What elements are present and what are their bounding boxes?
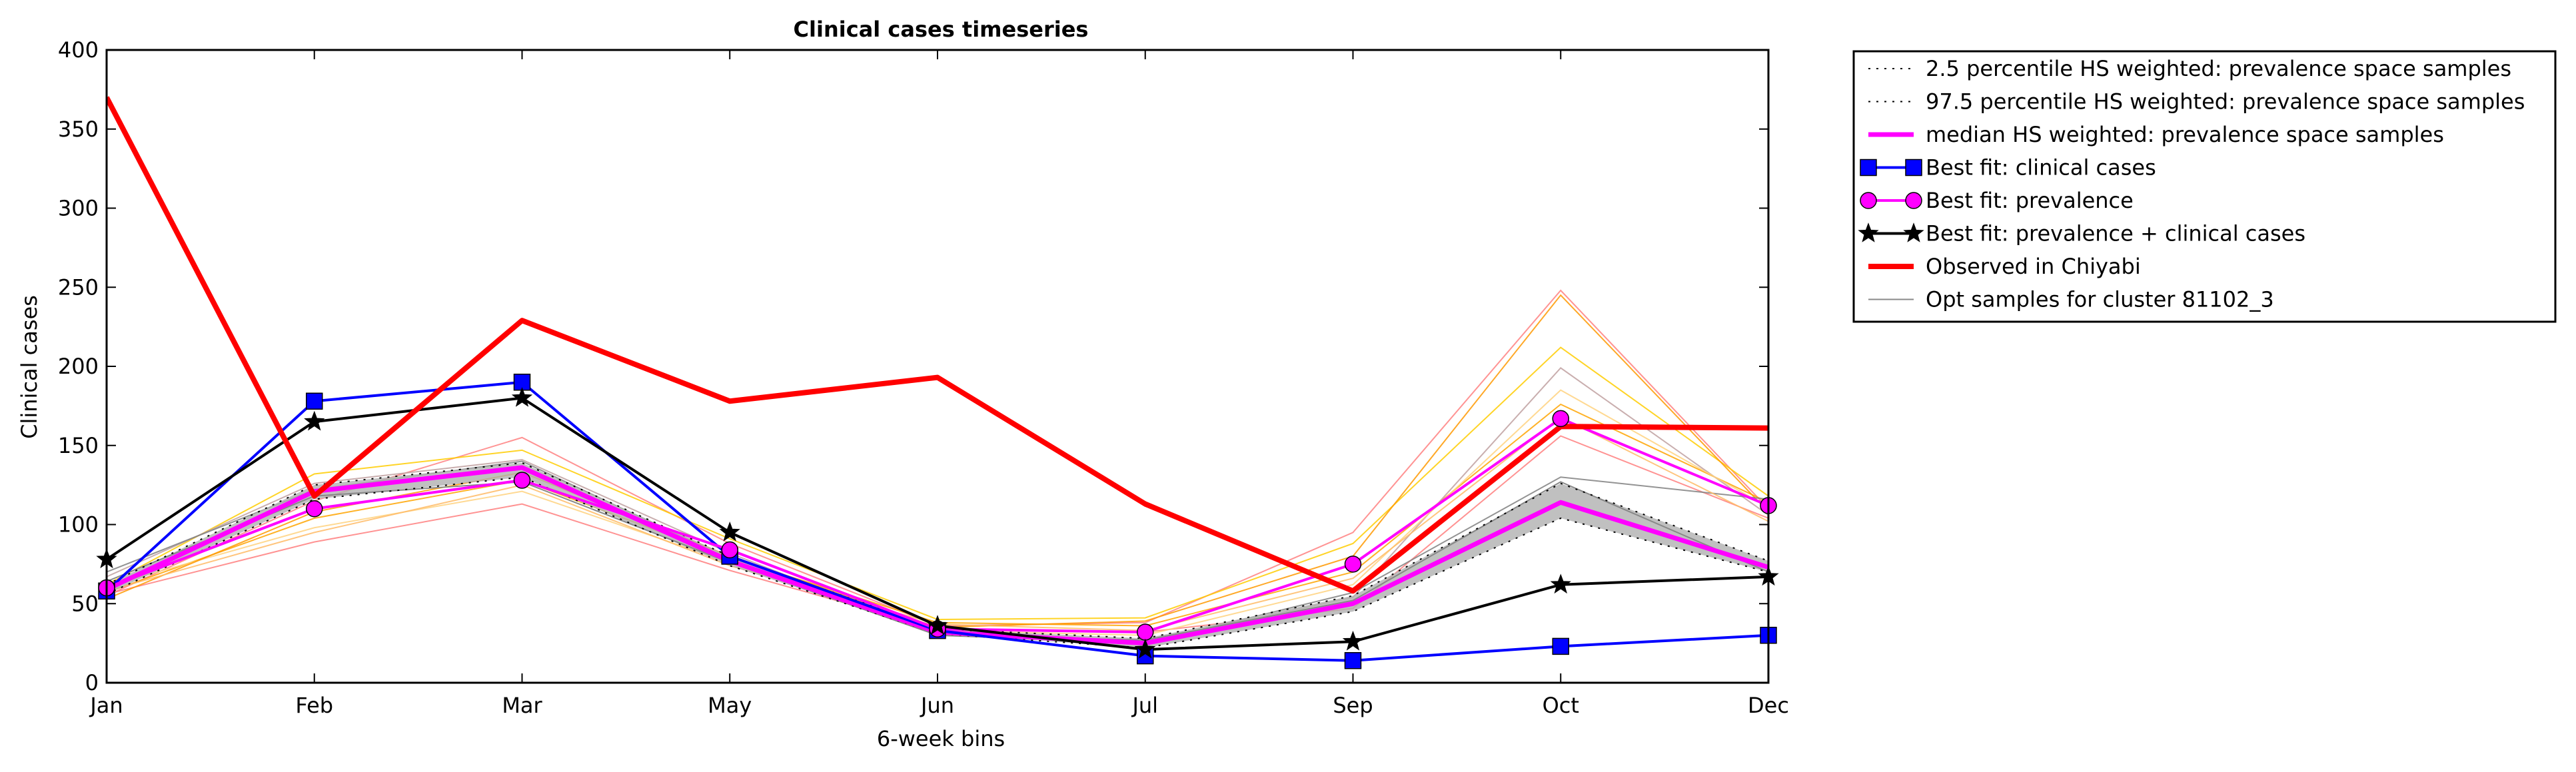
y-tick-label: 50	[71, 591, 99, 616]
y-tick-label: 300	[58, 196, 99, 221]
x-tick-label: Oct	[1543, 693, 1579, 718]
series-line-97-5-percentile-hs-weighted-prevalence-space-samples	[107, 462, 1768, 639]
legend-label: Best fit: prevalence + clinical cases	[1926, 221, 2305, 246]
legend-label: Best fit: clinical cases	[1926, 155, 2156, 181]
legend-frame	[1852, 50, 2557, 323]
x-tick-label: Dec	[1748, 693, 1789, 718]
data-point-square	[1344, 652, 1362, 669]
data-point-circle	[1344, 556, 1362, 573]
x-tick-label: Jan	[89, 693, 123, 718]
data-point-star	[1550, 574, 1571, 594]
data-point-star	[927, 615, 948, 635]
data-point-star	[511, 387, 533, 407]
legend-marker-star	[1858, 222, 1879, 242]
x-tick-label: Jun	[920, 693, 954, 718]
x-tick-label: Feb	[295, 693, 333, 718]
y-tick-label: 150	[58, 433, 99, 458]
x-tick-label: Sep	[1333, 693, 1373, 718]
y-tick-label: 0	[85, 670, 99, 695]
data-point-square	[1552, 637, 1569, 655]
legend-marker-circle	[1860, 192, 1877, 209]
legend-label: Opt samples for cluster 81102_3	[1926, 287, 2274, 312]
legend-label: 97.5 percentile HS weighted: prevalence …	[1926, 89, 2525, 115]
data-point-square	[306, 392, 323, 410]
data-point-circle	[1137, 623, 1154, 641]
legend-label: Best fit: prevalence	[1926, 188, 2134, 213]
y-tick-label: 250	[58, 274, 99, 300]
legend-label: median HS weighted: prevalence space sam…	[1926, 122, 2444, 147]
data-point-circle	[306, 500, 323, 518]
data-point-star	[719, 521, 740, 542]
legend-marker-square	[1905, 159, 1922, 177]
legend-label: 2.5 percentile HS weighted: prevalence s…	[1926, 56, 2511, 81]
data-point-circle	[1552, 410, 1569, 428]
legend-label: Observed in Chiyabi	[1926, 254, 2141, 279]
legend: 2.5 percentile HS weighted: prevalence s…	[1852, 50, 2557, 323]
y-tick-label: 350	[58, 117, 99, 142]
data-point-star	[304, 410, 325, 431]
x-tick-label: May	[708, 693, 752, 718]
x-tick-label: Mar	[502, 693, 542, 718]
y-tick-label: 200	[58, 354, 99, 379]
y-axis-label: Clinical cases	[17, 295, 42, 439]
data-point-star	[1342, 630, 1364, 651]
series-line-observed-in-chiyabi	[107, 96, 1768, 594]
x-axis-label: 6-week bins	[877, 726, 1005, 751]
data-point-circle	[513, 472, 531, 489]
plot-area	[96, 96, 1779, 669]
legend-marker-circle	[1905, 192, 1922, 209]
legend-marker-square	[1860, 159, 1877, 177]
axes: 0 50 100 150 200 250 300 350 400 Jan Feb Mar May Jun J…	[58, 37, 1789, 718]
legend-marker-star	[1903, 222, 1924, 242]
plot-inner	[107, 96, 1768, 662]
data-point-circle	[721, 541, 738, 559]
y-tick-label: 400	[58, 37, 99, 63]
data-point-star	[1135, 638, 1156, 659]
x-tick-label: Jul	[1131, 693, 1158, 718]
chart-title: Clinical cases timeseries	[794, 17, 1089, 42]
y-tick-label: 100	[58, 512, 99, 538]
